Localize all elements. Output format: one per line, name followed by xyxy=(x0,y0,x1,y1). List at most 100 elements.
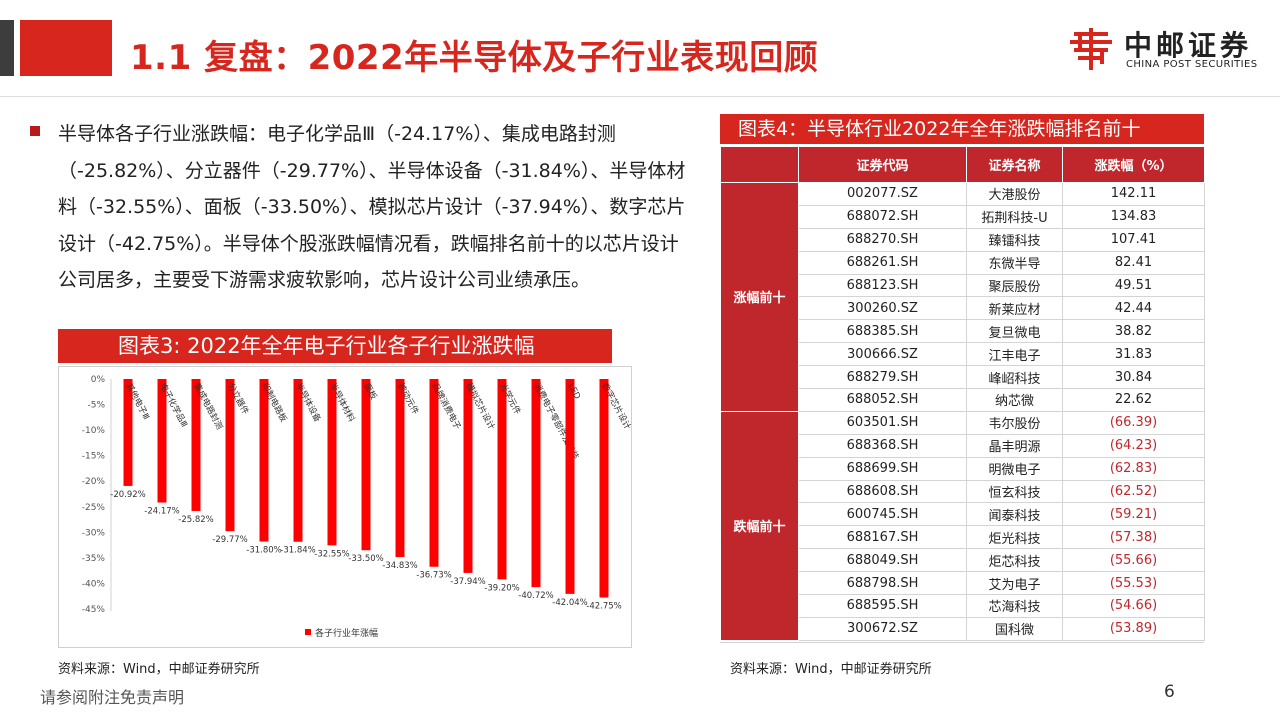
page-number: 6 xyxy=(1164,682,1175,702)
y-tick-label: -40% xyxy=(82,579,106,589)
cell-code: 688798.SH xyxy=(798,571,967,596)
cell-name: 大港股份 xyxy=(966,182,1063,206)
bar xyxy=(395,379,405,558)
table-row: 688167.SH 炬光科技 (57.38) xyxy=(721,525,1205,550)
disclaimer-note: 请参阅附注免责声明 xyxy=(40,688,185,707)
bar xyxy=(191,379,201,511)
cell-change: (62.83) xyxy=(1062,457,1205,481)
cell-change: (57.38) xyxy=(1062,525,1205,550)
table-row: 688385.SH 复旦微电 38.82 xyxy=(721,319,1205,344)
cell-name: 艾为电子 xyxy=(966,571,1063,596)
data-label: -42.75% xyxy=(586,602,621,612)
cell-change: (54.66) xyxy=(1062,594,1205,618)
cell-change: (66.39) xyxy=(1062,411,1205,435)
bar xyxy=(531,379,541,588)
cell-code: 688261.SH xyxy=(798,251,967,275)
cell-name: 芯海科技 xyxy=(966,594,1063,618)
bar xyxy=(157,379,167,503)
company-logo: 中邮证券 CHINA POST SECURITIES xyxy=(1068,24,1268,76)
y-tick-label: -45% xyxy=(82,605,106,615)
data-label: -20.92% xyxy=(110,490,145,500)
table-row: 688052.SH 纳芯微 22.62 xyxy=(721,388,1205,412)
cell-name: 拓荆科技-U xyxy=(966,205,1063,229)
chart3-title: 图表3: 2022年全年电子行业各子行业涨跌幅 xyxy=(58,329,612,363)
data-label: -29.77% xyxy=(212,535,247,545)
cell-change: 82.41 xyxy=(1062,251,1205,275)
cell-name: 恒玄科技 xyxy=(966,480,1063,504)
cell-code: 688385.SH xyxy=(798,319,967,344)
cell-code: 688699.SH xyxy=(798,457,967,481)
cell-code: 688595.SH xyxy=(798,594,967,618)
cell-change: (64.23) xyxy=(1062,434,1205,458)
cell-change: 142.11 xyxy=(1062,182,1205,206)
cell-change: (55.53) xyxy=(1062,571,1205,596)
cell-code: 688368.SH xyxy=(798,434,967,458)
cell-name: 聚辰股份 xyxy=(966,274,1063,298)
cell-code: 688072.SH xyxy=(798,205,967,229)
header-divider xyxy=(0,96,1280,97)
cell-code: 688052.SH xyxy=(798,388,967,412)
y-tick-label: -10% xyxy=(82,426,106,436)
table4-title: 图表4：半导体行业2022年全年涨跌幅排名前十 xyxy=(720,114,1204,144)
cell-change: 22.62 xyxy=(1062,388,1205,412)
bar-chart: 0% -5% -10% -15% -20% -25% -30% -35% -40% -45% -20… xyxy=(82,375,631,639)
cell-code: 688270.SH xyxy=(798,228,967,252)
cell-change: (53.89) xyxy=(1062,617,1205,641)
cell-change: 107.41 xyxy=(1062,228,1205,252)
logo-english-text: CHINA POST SECURITIES xyxy=(1126,59,1258,70)
data-label: -39.20% xyxy=(484,583,519,593)
cell-name: 炬芯科技 xyxy=(966,548,1063,573)
table-row: 688123.SH 聚辰股份 49.51 xyxy=(721,274,1205,298)
header-name: 证券名称 xyxy=(966,146,1063,183)
table-row: 涨幅前十 002077.SZ 大港股份 142.11 xyxy=(720,182,1205,412)
table-row: 688368.SH 晶丰明源 (64.23) xyxy=(721,434,1205,458)
cell-code: 300666.SZ xyxy=(798,342,967,367)
legend-swatch xyxy=(305,629,311,635)
table-row: 688270.SH 臻镭科技 107.41 xyxy=(721,228,1205,252)
header-code: 证券代码 xyxy=(798,146,967,183)
cell-name: 东微半导 xyxy=(966,251,1063,275)
cell-name: 明微电子 xyxy=(966,457,1063,481)
data-label: -25.82% xyxy=(178,515,213,525)
header-blank xyxy=(720,146,799,183)
cell-change: (62.52) xyxy=(1062,480,1205,504)
data-label: -33.50% xyxy=(348,554,383,564)
cell-name: 峰岹科技 xyxy=(966,365,1063,390)
cell-change: 134.83 xyxy=(1062,205,1205,229)
table-row: 688608.SH 恒玄科技 (62.52) xyxy=(721,480,1205,504)
bar xyxy=(429,379,439,567)
cell-name: 纳芯微 xyxy=(966,388,1063,412)
cell-code: 300672.SZ xyxy=(798,617,967,641)
cell-name: 闻泰科技 xyxy=(966,502,1063,527)
summary-paragraph: 半导体各子行业涨跌幅：电子化学品Ⅲ（-24.17%）、集成电路封测（-25.82… xyxy=(58,123,686,291)
cell-name: 江丰电子 xyxy=(966,342,1063,367)
logo-chinese-text: 中邮证券 xyxy=(1124,29,1253,62)
table-row: 跌幅前十 603501.SH 韦尔股份 (66.39) xyxy=(720,410,1205,641)
cell-change: (59.21) xyxy=(1062,502,1205,527)
table-row: 688279.SH 峰岹科技 30.84 xyxy=(721,365,1205,390)
bar xyxy=(599,379,609,598)
table-row: 688049.SH 炬芯科技 (55.66) xyxy=(721,548,1205,573)
cell-change: (55.66) xyxy=(1062,548,1205,573)
cell-name: 复旦微电 xyxy=(966,319,1063,344)
cell-code: 688279.SH xyxy=(798,365,967,390)
bar xyxy=(259,379,269,542)
header-change: 涨跌幅（%） xyxy=(1062,146,1205,183)
data-label: -36.73% xyxy=(416,571,451,581)
table-row: 688699.SH 明微电子 (62.83) xyxy=(721,457,1205,481)
bar xyxy=(225,379,235,532)
data-label: -42.04% xyxy=(552,598,587,608)
y-tick-label: 0% xyxy=(91,375,106,385)
cell-code: 600745.SH xyxy=(798,502,967,527)
cell-name: 晶丰明源 xyxy=(966,434,1063,458)
group-label: 涨幅前十 xyxy=(720,182,799,412)
table-row: 688072.SH 拓荆科技-U 134.83 xyxy=(721,205,1205,229)
table-row: 300260.SZ 新莱应材 42.44 xyxy=(721,296,1205,321)
y-tick-label: -15% xyxy=(82,452,106,462)
header-accent-red xyxy=(20,20,112,76)
cell-name: 国科微 xyxy=(966,617,1063,641)
table-row: 300672.SZ 国科微 (53.89) xyxy=(721,617,1205,641)
data-label: -37.94% xyxy=(450,577,485,587)
cell-code: 688167.SH xyxy=(798,525,967,550)
